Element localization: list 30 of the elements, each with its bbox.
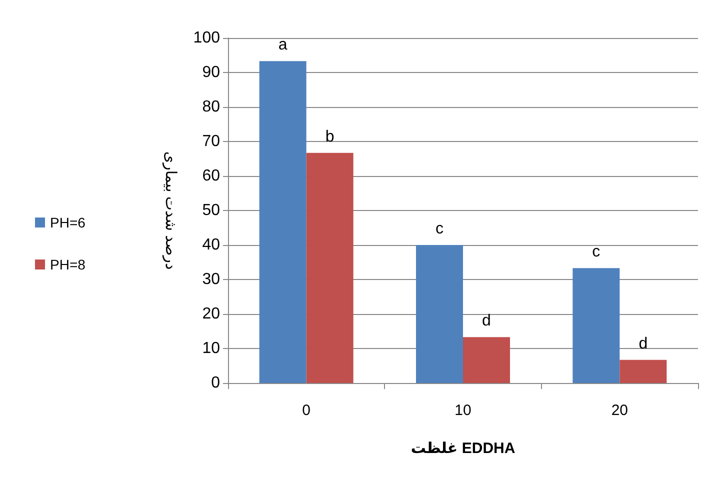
bar — [463, 337, 510, 383]
y-tick-label: 0 — [211, 374, 220, 392]
legend-label: PH=6 — [50, 214, 86, 230]
x-axis-title: غلظت EDDHA — [410, 440, 516, 457]
annotation: a — [278, 36, 288, 54]
x-tick-label: 0 — [302, 402, 311, 419]
y-tick-label: 10 — [202, 340, 220, 357]
y-tick-label: 20 — [202, 306, 220, 322]
annotation: d — [482, 312, 491, 330]
x-tick-label: 20 — [611, 402, 628, 419]
bar — [259, 61, 306, 383]
annotation: d — [638, 335, 648, 352]
annotation: c — [592, 244, 600, 261]
bar — [572, 268, 620, 383]
y-tick-label: 30 — [202, 271, 220, 288]
y-tick-label: 60 — [202, 168, 220, 184]
y-tick-label: 90 — [202, 64, 220, 81]
bar — [620, 360, 667, 383]
y-axis-title: درصد شدت بیماری — [162, 151, 179, 270]
bar — [416, 245, 463, 383]
y-tick-label: 50 — [202, 202, 220, 219]
annotation: c — [436, 220, 444, 238]
y-tick-label: 100 — [193, 30, 220, 46]
y-tick-label: 40 — [202, 236, 220, 254]
bar — [306, 152, 354, 383]
y-tick-label: 70 — [202, 133, 220, 150]
legend-label: PH=8 — [50, 256, 86, 272]
annotation: b — [325, 128, 334, 146]
x-tick-label: 10 — [454, 402, 472, 419]
y-tick-label: 80 — [202, 98, 220, 116]
